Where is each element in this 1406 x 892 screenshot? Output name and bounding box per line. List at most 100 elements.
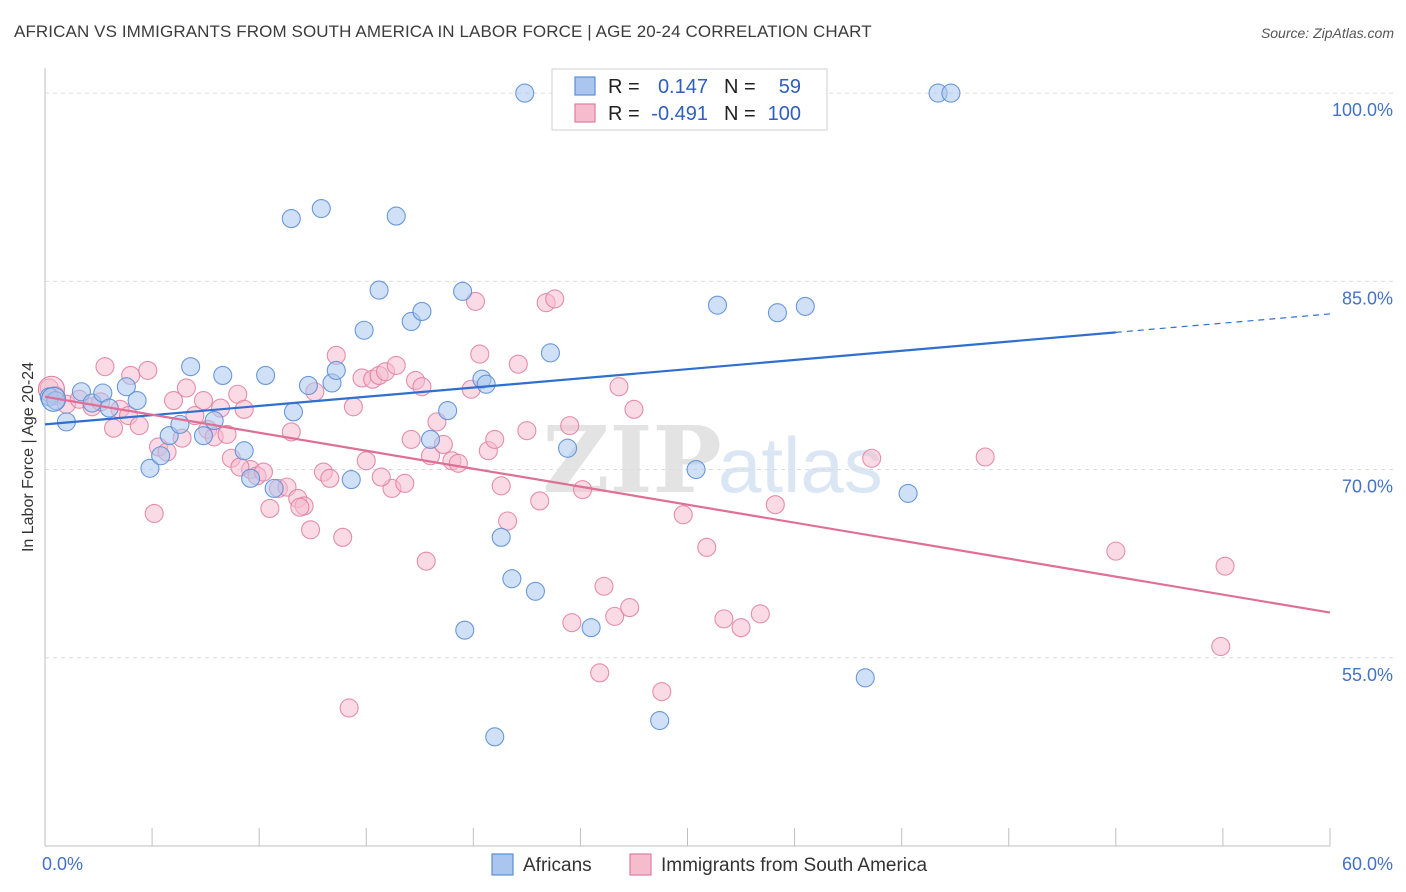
trend-lines (44, 313, 1331, 614)
data-point-africans (540, 343, 560, 363)
data-point-africans (281, 209, 301, 229)
data-point-africans (341, 470, 361, 490)
data-point-africans (795, 296, 815, 316)
data-point-immigrants (590, 663, 610, 683)
data-point-immigrants (234, 399, 254, 419)
y-tick-label: 100.0% (1332, 100, 1393, 120)
chart-title: AFRICAN VS IMMIGRANTS FROM SOUTH AMERICA… (14, 22, 872, 41)
stats-n-label-2: N = (724, 103, 756, 125)
data-point-immigrants (605, 606, 625, 626)
data-point-immigrants (560, 416, 580, 436)
data-point-africans (558, 438, 578, 458)
legend-label-africans: Africans (523, 855, 592, 876)
data-point-immigrants (356, 451, 376, 471)
data-point-africans (369, 280, 389, 300)
data-point-africans (455, 620, 475, 640)
data-point-africans (193, 426, 214, 446)
stats-r-label-2: R = (608, 103, 640, 125)
data-point-africans (151, 446, 171, 466)
data-point-africans (354, 320, 374, 340)
legend-swatch-immigrants (629, 853, 652, 876)
data-point-immigrants (401, 429, 421, 449)
data-point-immigrants (217, 424, 237, 444)
trend-line-africans (44, 331, 1116, 426)
stats-n-value-2: 100 (768, 103, 801, 125)
data-point-africans (502, 569, 522, 589)
data-point-immigrants (697, 537, 717, 557)
data-point-immigrants (95, 357, 115, 377)
data-point-africans (311, 198, 331, 219)
data-point-immigrants (975, 447, 995, 467)
stats-legend: R = 0.147 N = 59 R = -0.491 N = 100 (551, 68, 828, 131)
data-point-immigrants (395, 473, 415, 493)
data-point-africans (326, 360, 346, 380)
watermark-atlas: atlas (718, 421, 883, 509)
series-africans-points (39, 83, 961, 747)
data-point-immigrants (138, 360, 158, 380)
stats-n-value-1: 59 (779, 76, 801, 98)
data-point-immigrants (609, 377, 629, 397)
data-point-immigrants (562, 613, 582, 633)
data-point-immigrants (508, 354, 528, 374)
data-point-immigrants (498, 511, 518, 531)
watermark: ZIP atlas (542, 406, 882, 514)
stats-r-label-1: R = (608, 76, 640, 98)
series-immigrants-points (37, 289, 1235, 718)
data-point-africans (476, 374, 496, 394)
data-point-immigrants (530, 491, 550, 511)
data-point-africans (127, 390, 147, 411)
data-point-africans (707, 295, 728, 315)
data-point-africans (140, 458, 160, 478)
legend-label-immigrants: Immigrants from South America (661, 855, 928, 876)
data-point-immigrants (517, 421, 537, 441)
data-point-africans (898, 483, 918, 503)
y-tick-label: 70.0% (1342, 477, 1393, 497)
data-point-africans (855, 668, 875, 688)
trend-line-immigrants (44, 395, 1331, 614)
data-point-immigrants (491, 476, 511, 496)
data-point-immigrants (290, 497, 310, 517)
data-point-immigrants (673, 505, 693, 525)
data-point-africans (181, 357, 201, 377)
data-point-africans (234, 441, 254, 461)
data-point-immigrants (731, 618, 751, 638)
data-point-immigrants (176, 378, 196, 398)
data-point-immigrants (448, 453, 468, 473)
data-point-africans (650, 710, 670, 731)
data-point-immigrants (1106, 541, 1126, 561)
data-point-immigrants (260, 498, 280, 518)
stats-swatch-africans (574, 76, 596, 96)
data-point-africans (412, 301, 432, 321)
data-point-immigrants (862, 448, 882, 468)
data-point-immigrants (1211, 636, 1231, 657)
data-point-immigrants (573, 480, 593, 500)
data-point-immigrants (1215, 556, 1235, 576)
stats-legend-box (551, 68, 828, 131)
grid (45, 92, 1394, 659)
data-point-africans (420, 429, 441, 449)
source-credit: Source: ZipAtlas.com (1260, 25, 1394, 41)
data-point-immigrants (103, 418, 124, 438)
data-point-africans (525, 581, 545, 601)
data-point-immigrants (343, 397, 363, 417)
data-point-africans (686, 459, 706, 480)
data-point-immigrants (594, 576, 614, 596)
stats-n-label-1: N = (724, 76, 756, 98)
data-point-immigrants (652, 682, 672, 702)
data-point-africans (515, 83, 535, 103)
data-point-africans (298, 375, 318, 396)
trend-line-africans-projection (1115, 313, 1331, 333)
data-point-immigrants (129, 416, 149, 436)
data-point-africans (264, 478, 284, 498)
data-point-immigrants (545, 289, 565, 309)
data-point-immigrants (714, 609, 734, 629)
data-point-africans (581, 618, 601, 638)
data-point-africans (241, 468, 261, 488)
stats-r-value-2: -0.491 (651, 103, 708, 125)
data-point-immigrants (333, 527, 353, 547)
series-legend: Africans Immigrants from South America (491, 853, 928, 876)
data-point-immigrants (624, 399, 644, 419)
legend-swatch-africans (491, 853, 514, 876)
data-point-africans (453, 281, 473, 301)
data-point-immigrants (144, 503, 164, 524)
